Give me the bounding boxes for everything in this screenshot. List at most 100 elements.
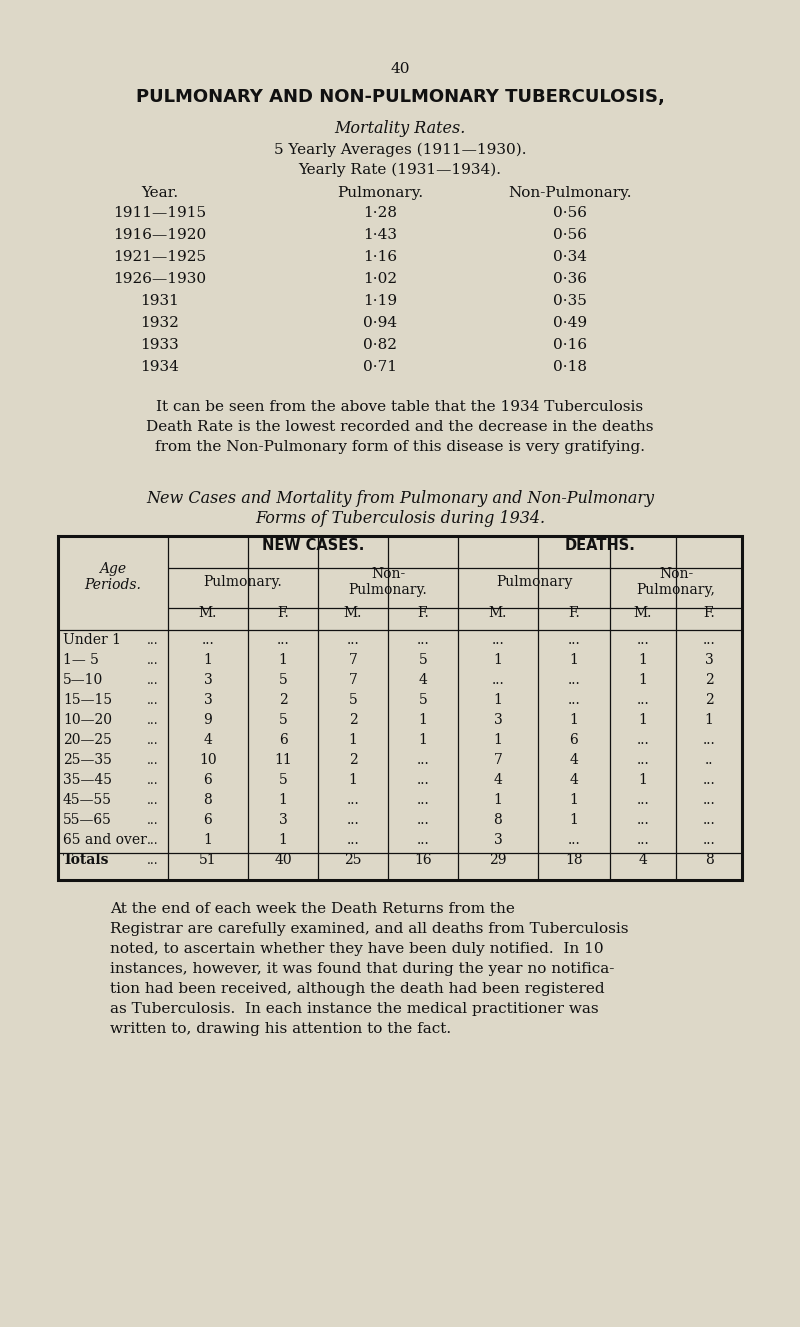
Text: 4: 4 [418, 673, 427, 687]
Text: 2: 2 [705, 693, 714, 707]
Text: ...: ... [702, 733, 715, 747]
Text: ...: ... [492, 633, 504, 648]
Text: Pulmonary.: Pulmonary. [204, 575, 282, 589]
Text: ...: ... [702, 833, 715, 847]
Text: 0·56: 0·56 [553, 228, 587, 242]
Text: ...: ... [568, 833, 580, 847]
Text: 1: 1 [570, 813, 578, 827]
Text: ...: ... [637, 752, 650, 767]
Text: 0·94: 0·94 [363, 316, 397, 330]
Text: 8: 8 [705, 853, 714, 867]
Text: tion had been received, although the death had been registered: tion had been received, although the dea… [110, 982, 605, 997]
Text: 3: 3 [278, 813, 287, 827]
Text: ...: ... [277, 633, 290, 648]
Text: 1: 1 [638, 673, 647, 687]
Text: ...: ... [417, 774, 430, 787]
Text: noted, to ascertain whether they have been duly notified.  In 10: noted, to ascertain whether they have be… [110, 942, 604, 955]
Text: Age
Periods.: Age Periods. [85, 561, 142, 592]
Text: Forms of Tuberculosis during 1934.: Forms of Tuberculosis during 1934. [255, 510, 545, 527]
Text: 5 Yearly Averages (1911—1930).: 5 Yearly Averages (1911—1930). [274, 143, 526, 158]
Text: 1: 1 [494, 794, 502, 807]
Text: 1·16: 1·16 [363, 249, 397, 264]
Text: 5: 5 [278, 713, 287, 727]
Text: instances, however, it was found that during the year no notifica-: instances, however, it was found that du… [110, 962, 614, 975]
Text: 1: 1 [570, 653, 578, 667]
Text: 0·82: 0·82 [363, 338, 397, 352]
Text: F.: F. [568, 606, 580, 620]
Text: Mortality Rates.: Mortality Rates. [334, 119, 466, 137]
Text: 0·16: 0·16 [553, 338, 587, 352]
Text: from the Non-Pulmonary form of this disease is very gratifying.: from the Non-Pulmonary form of this dise… [155, 441, 645, 454]
Text: 9: 9 [204, 713, 212, 727]
Text: At the end of each week the Death Returns from the: At the end of each week the Death Return… [110, 902, 515, 916]
Text: 1921—1925: 1921—1925 [114, 249, 206, 264]
Text: 1911—1915: 1911—1915 [114, 206, 206, 220]
Text: 25: 25 [344, 853, 362, 867]
Text: 2: 2 [349, 713, 358, 727]
Text: 1931: 1931 [141, 295, 179, 308]
Text: 11: 11 [274, 752, 292, 767]
Text: ...: ... [637, 733, 650, 747]
Text: 8: 8 [494, 813, 502, 827]
Text: 18: 18 [565, 853, 583, 867]
Text: ...: ... [637, 794, 650, 807]
Text: ...: ... [146, 714, 158, 726]
Text: 0·18: 0·18 [553, 360, 587, 374]
Text: ...: ... [637, 813, 650, 827]
Text: 1: 1 [494, 733, 502, 747]
Text: 1·02: 1·02 [363, 272, 397, 287]
Text: ...: ... [346, 633, 359, 648]
Text: ...: ... [702, 633, 715, 648]
Text: ...: ... [146, 794, 158, 807]
Text: M.: M. [344, 606, 362, 620]
Text: ...: ... [417, 813, 430, 827]
Text: ...: ... [146, 754, 158, 767]
Text: 1·28: 1·28 [363, 206, 397, 220]
Text: Yearly Rate (1931—1934).: Yearly Rate (1931—1934). [298, 163, 502, 178]
Text: 2: 2 [278, 693, 287, 707]
Text: 0·34: 0·34 [553, 249, 587, 264]
Text: ...: ... [637, 633, 650, 648]
Text: ...: ... [702, 813, 715, 827]
Text: 7: 7 [349, 673, 358, 687]
Text: 15—15: 15—15 [63, 693, 112, 707]
Text: 5: 5 [349, 693, 358, 707]
Text: ...: ... [417, 833, 430, 847]
Text: 3: 3 [204, 673, 212, 687]
Text: 5—10: 5—10 [63, 673, 103, 687]
Text: ...: ... [637, 693, 650, 707]
Text: 1916—1920: 1916—1920 [114, 228, 206, 242]
Text: 4: 4 [570, 774, 578, 787]
Text: Year.: Year. [142, 186, 178, 200]
Text: 1·19: 1·19 [363, 295, 397, 308]
Text: ...: ... [146, 734, 158, 747]
Text: 1: 1 [349, 733, 358, 747]
Text: ...: ... [637, 833, 650, 847]
Text: 6: 6 [278, 733, 287, 747]
Text: ...: ... [417, 752, 430, 767]
Text: 1: 1 [638, 713, 647, 727]
Text: 1: 1 [203, 653, 213, 667]
Text: F.: F. [417, 606, 429, 620]
Text: 20—25: 20—25 [63, 733, 112, 747]
Text: ...: ... [568, 693, 580, 707]
Text: 7: 7 [349, 653, 358, 667]
Text: M.: M. [634, 606, 652, 620]
Text: It can be seen from the above table that the 1934 Tuberculosis: It can be seen from the above table that… [157, 399, 643, 414]
Text: ...: ... [568, 673, 580, 687]
Text: 3: 3 [204, 693, 212, 707]
Text: 1: 1 [570, 794, 578, 807]
Text: 4: 4 [638, 853, 647, 867]
Text: 40: 40 [274, 853, 292, 867]
Text: 4: 4 [203, 733, 213, 747]
Text: F.: F. [703, 606, 715, 620]
Text: 1: 1 [638, 653, 647, 667]
Text: ...: ... [702, 774, 715, 787]
Text: 5: 5 [278, 673, 287, 687]
Text: ..: .. [705, 752, 714, 767]
Text: Non-Pulmonary.: Non-Pulmonary. [508, 186, 632, 200]
Text: 45—55: 45—55 [63, 794, 112, 807]
Text: 1: 1 [494, 693, 502, 707]
Text: 1: 1 [203, 833, 213, 847]
Text: ...: ... [202, 633, 214, 648]
